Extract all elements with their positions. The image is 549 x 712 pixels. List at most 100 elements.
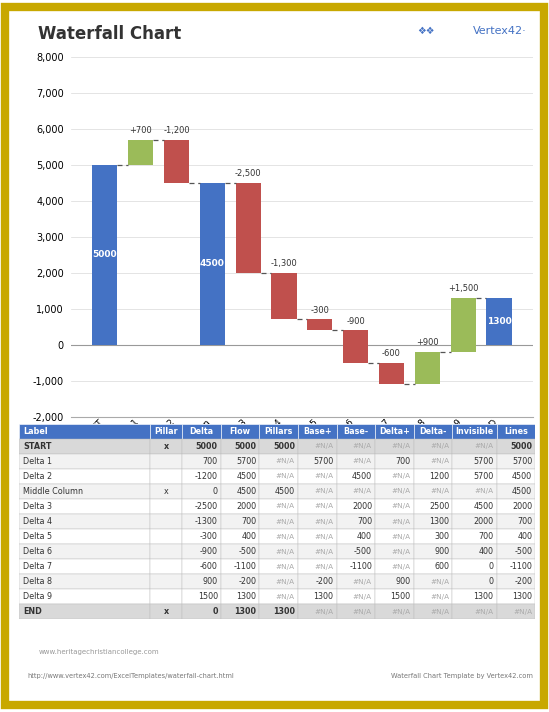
Bar bbox=[19, 544, 150, 559]
Bar bbox=[298, 529, 337, 544]
Text: 400: 400 bbox=[479, 547, 494, 556]
Bar bbox=[497, 544, 535, 559]
Bar bbox=[497, 575, 535, 590]
Bar bbox=[337, 514, 375, 529]
Text: Invisible: Invisible bbox=[455, 426, 494, 436]
Bar bbox=[221, 499, 260, 514]
Bar bbox=[150, 559, 182, 575]
Text: #N/A: #N/A bbox=[276, 459, 295, 464]
Text: -600: -600 bbox=[382, 349, 401, 358]
Bar bbox=[260, 424, 298, 439]
Text: #N/A: #N/A bbox=[353, 594, 372, 600]
Bar bbox=[375, 604, 414, 619]
Bar bbox=[452, 499, 497, 514]
Bar bbox=[150, 439, 182, 454]
Text: 5000: 5000 bbox=[510, 441, 532, 451]
Text: #N/A: #N/A bbox=[276, 533, 295, 540]
Bar bbox=[452, 529, 497, 544]
Bar bbox=[415, 352, 440, 384]
Text: 1300: 1300 bbox=[234, 607, 256, 617]
Bar bbox=[19, 468, 150, 484]
Text: Delta+: Delta+ bbox=[379, 426, 410, 436]
Bar bbox=[452, 424, 497, 439]
Text: ❖❖: ❖❖ bbox=[417, 26, 435, 36]
Bar bbox=[19, 484, 150, 499]
Bar bbox=[19, 604, 150, 619]
Text: x: x bbox=[164, 607, 169, 617]
Text: 700: 700 bbox=[357, 517, 372, 526]
Bar bbox=[182, 424, 221, 439]
Bar bbox=[452, 559, 497, 575]
Text: #N/A: #N/A bbox=[391, 444, 411, 449]
Text: -500: -500 bbox=[354, 547, 372, 556]
Text: 2000: 2000 bbox=[236, 502, 256, 511]
Bar bbox=[307, 320, 332, 330]
Text: -500: -500 bbox=[514, 547, 532, 556]
Bar bbox=[298, 544, 337, 559]
Bar bbox=[19, 454, 150, 468]
Bar bbox=[200, 183, 225, 345]
Bar bbox=[19, 424, 150, 439]
Bar bbox=[182, 590, 221, 604]
Text: x: x bbox=[164, 487, 169, 496]
Text: 1300: 1300 bbox=[512, 592, 532, 602]
Bar bbox=[298, 604, 337, 619]
Bar bbox=[150, 514, 182, 529]
Text: Delta 1: Delta 1 bbox=[24, 457, 52, 466]
Text: -900: -900 bbox=[200, 547, 218, 556]
Text: #N/A: #N/A bbox=[513, 609, 532, 615]
Text: #N/A: #N/A bbox=[353, 444, 372, 449]
Text: #N/A: #N/A bbox=[276, 549, 295, 555]
Text: Pillars: Pillars bbox=[265, 426, 293, 436]
Bar bbox=[298, 590, 337, 604]
Bar bbox=[182, 575, 221, 590]
Bar bbox=[19, 529, 150, 544]
Text: -900: -900 bbox=[346, 317, 365, 325]
Bar bbox=[414, 454, 452, 468]
Text: 2000: 2000 bbox=[512, 502, 532, 511]
Bar bbox=[298, 499, 337, 514]
Text: #N/A: #N/A bbox=[315, 549, 333, 555]
Text: #N/A: #N/A bbox=[276, 594, 295, 600]
Text: 400: 400 bbox=[242, 532, 256, 541]
Bar bbox=[452, 439, 497, 454]
Bar bbox=[260, 604, 298, 619]
Text: -1,200: -1,200 bbox=[163, 126, 190, 135]
Text: 5000: 5000 bbox=[273, 441, 295, 451]
Bar bbox=[337, 468, 375, 484]
Text: 1300: 1300 bbox=[237, 592, 256, 602]
Bar bbox=[497, 454, 535, 468]
Bar bbox=[150, 604, 182, 619]
Bar bbox=[19, 514, 150, 529]
Bar bbox=[375, 529, 414, 544]
Text: #N/A: #N/A bbox=[276, 564, 295, 570]
Text: #N/A: #N/A bbox=[391, 503, 411, 510]
Text: #N/A: #N/A bbox=[353, 488, 372, 494]
Text: #N/A: #N/A bbox=[430, 444, 449, 449]
Bar bbox=[298, 454, 337, 468]
Text: 700: 700 bbox=[241, 517, 256, 526]
Bar bbox=[128, 140, 153, 165]
Text: Delta 4: Delta 4 bbox=[24, 517, 52, 526]
Text: #N/A: #N/A bbox=[391, 549, 411, 555]
Text: -1100: -1100 bbox=[349, 562, 372, 571]
Bar bbox=[414, 529, 452, 544]
Bar bbox=[182, 484, 221, 499]
Bar bbox=[298, 575, 337, 590]
Bar bbox=[414, 514, 452, 529]
Text: #N/A: #N/A bbox=[353, 459, 372, 464]
Bar bbox=[221, 439, 260, 454]
Text: 700: 700 bbox=[395, 457, 411, 466]
Text: Base-: Base- bbox=[343, 426, 368, 436]
Bar bbox=[452, 514, 497, 529]
Text: 700: 700 bbox=[517, 517, 532, 526]
Bar bbox=[182, 514, 221, 529]
Text: -1200: -1200 bbox=[195, 472, 218, 481]
Bar bbox=[452, 484, 497, 499]
Text: -2500: -2500 bbox=[195, 502, 218, 511]
Text: #N/A: #N/A bbox=[474, 488, 494, 494]
Bar bbox=[452, 454, 497, 468]
Bar bbox=[414, 544, 452, 559]
Text: 4500: 4500 bbox=[236, 487, 256, 496]
Bar bbox=[337, 544, 375, 559]
